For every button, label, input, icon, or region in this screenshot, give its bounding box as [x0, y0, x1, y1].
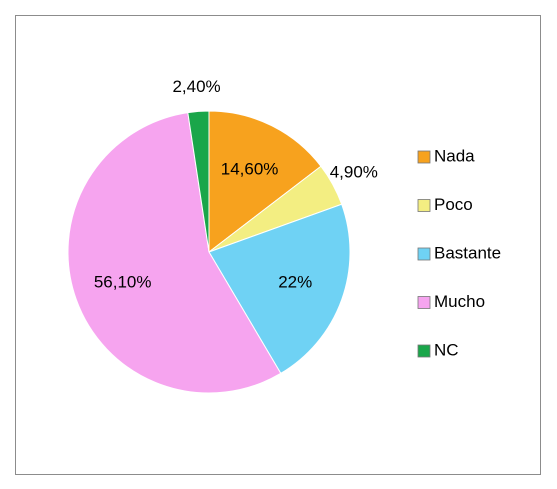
data-label: 56,10%	[94, 272, 152, 291]
data-label: 22%	[278, 273, 312, 292]
pie-slice	[208, 203, 351, 375]
data-label: 14,60%	[221, 159, 279, 178]
legend-label: NC	[434, 340, 459, 359]
data-label: 2,40%	[172, 77, 220, 96]
legend-swatch	[417, 247, 431, 261]
legend-swatch	[417, 344, 431, 358]
data-label: 4,90%	[330, 162, 378, 181]
legend-swatch	[417, 199, 431, 212]
legend-swatch	[417, 296, 431, 309]
legend: Nada Poco Bastante Mucho NC	[417, 146, 501, 359]
pie-slice	[67, 112, 282, 394]
legend-swatch	[417, 150, 431, 164]
legend-label: Mucho	[434, 292, 485, 311]
pie: 14,60% 4,90% 22% 56,10% 2,40%	[67, 77, 378, 394]
legend-label: Nada	[434, 146, 475, 165]
legend-label: Poco	[434, 195, 473, 214]
pie-slice	[187, 110, 210, 253]
pie-slice	[208, 110, 322, 254]
legend-label: Bastante	[434, 243, 501, 262]
